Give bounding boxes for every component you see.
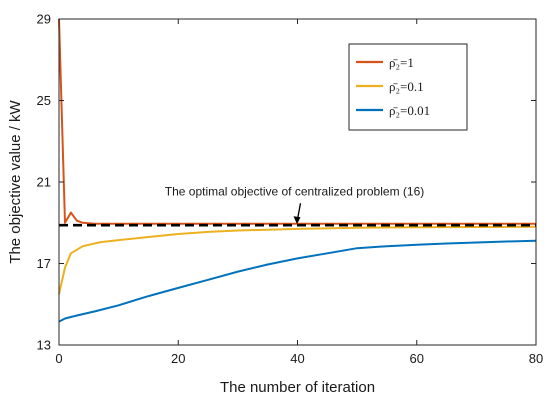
annotation-label: The optimal objective of centralized pro… xyxy=(165,184,424,198)
legend: ρ̄₂=1 ρ̄₂=0.1 ρ̄₂=0.01 xyxy=(348,43,468,131)
y-tick-label: 29 xyxy=(37,12,51,27)
series-line-0 xyxy=(58,18,536,225)
x-tick-label: 40 xyxy=(290,351,304,366)
x-tick-label: 80 xyxy=(529,351,543,366)
y-axis-label: The objective value / kW xyxy=(7,99,24,263)
legend-label-1: ρ̄₂=0.1 xyxy=(389,79,424,94)
y-tick-label: 25 xyxy=(37,93,51,108)
legend-label-0: ρ̄₂=1 xyxy=(389,55,414,70)
annotation-layer: The optimal objective of centralized pro… xyxy=(165,184,424,225)
annotation-arrow xyxy=(296,203,302,220)
x-tick-label: 60 xyxy=(410,351,424,366)
x-tick-label: 20 xyxy=(171,351,185,366)
series-line-1 xyxy=(58,225,537,295)
x-tick-label: 0 xyxy=(55,351,62,366)
legend-items: ρ̄₂=1 ρ̄₂=0.1 ρ̄₂=0.01 xyxy=(356,55,430,118)
series-line-2 xyxy=(58,239,537,323)
y-tick-label: 17 xyxy=(37,256,51,271)
annotation-arrowhead xyxy=(293,216,301,225)
series-layer xyxy=(58,18,537,323)
x-axis-label: The number of iteration xyxy=(220,379,375,396)
y-tick-label: 13 xyxy=(37,338,51,353)
ticks-layer: 0 20 40 60 80 13 17 21 25 29 xyxy=(37,12,544,367)
legend-label-2: ρ̄₂=0.01 xyxy=(389,103,430,118)
y-tick-label: 21 xyxy=(37,175,51,190)
